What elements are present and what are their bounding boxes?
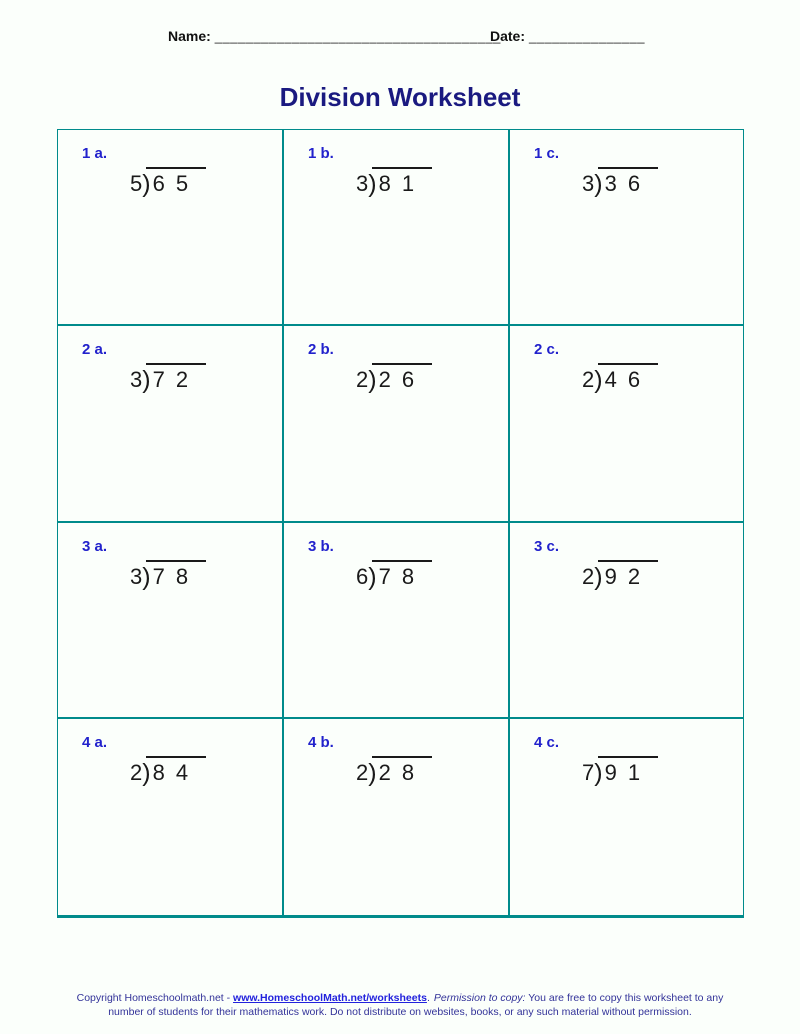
divisor: 3 xyxy=(130,367,143,393)
problem-label: 2 c. xyxy=(534,341,560,359)
division-bracket-icon: ) xyxy=(594,758,603,787)
problem-cell-3b: 3 b. 6)7 8 xyxy=(284,522,510,719)
problem-cell-1b: 1 b. 3)8 1 xyxy=(284,130,510,327)
date-blank-line: _______________ xyxy=(529,29,645,44)
dividend: 2 8 xyxy=(371,755,433,785)
problem-label: 4 a. xyxy=(82,733,108,751)
division-problem: 2)8 4 xyxy=(130,755,282,788)
dividend: 7 2 xyxy=(145,363,207,393)
problem-cell-1c: 1 c. 3)3 6 xyxy=(510,130,743,327)
divisor: 2 xyxy=(130,759,143,785)
division-problem: 2)9 2 xyxy=(582,559,743,592)
problem-label: 1 a. xyxy=(82,145,108,162)
permission-to-copy-label: Permission to copy: xyxy=(433,992,526,1004)
division-problem: 3)7 8 xyxy=(130,559,282,592)
divisor: 7 xyxy=(582,759,595,785)
name-field-group: Name: ___________________________________… xyxy=(168,28,501,44)
divisor: 5 xyxy=(130,171,143,196)
division-problem: 2)4 6 xyxy=(582,363,743,395)
problem-label: 4 b. xyxy=(308,733,334,751)
division-bracket-icon: ) xyxy=(142,758,151,787)
footer-line1-rest: You are free to copy this worksheet to a… xyxy=(525,992,724,1004)
division-bracket-icon: ) xyxy=(594,562,603,591)
problem-grid: 1 a. 5)6 5 1 b. 3)8 1 1 c. 3)3 6 2 a. 3)… xyxy=(57,129,744,918)
dividend: 7 8 xyxy=(145,559,207,589)
dividend: 9 2 xyxy=(597,559,659,589)
division-bracket-icon: ) xyxy=(594,170,603,198)
problem-cell-2b: 2 b. 2)2 6 xyxy=(284,326,510,523)
after-link-text: . xyxy=(426,992,430,1004)
dividend: 8 4 xyxy=(145,755,207,785)
page-title: Division Worksheet xyxy=(279,82,521,112)
division-bracket-icon: ) xyxy=(368,170,377,198)
division-bracket-icon: ) xyxy=(142,170,151,198)
division-bracket-icon: ) xyxy=(594,366,603,395)
divisor: 3 xyxy=(130,563,143,589)
problem-cell-1a: 1 a. 5)6 5 xyxy=(58,130,284,327)
dividend: 4 6 xyxy=(597,363,659,393)
footer-line-2: number of students for their mathematics… xyxy=(108,1006,692,1018)
division-bracket-icon: ) xyxy=(368,562,377,591)
date-field-group: Date: _______________ xyxy=(490,28,645,44)
division-problem: 5)6 5 xyxy=(130,167,282,199)
dividend: 7 8 xyxy=(371,559,433,589)
divisor: 2 xyxy=(356,367,369,393)
problem-cell-2a: 2 a. 3)7 2 xyxy=(58,326,284,523)
problem-cell-4b: 4 b. 2)2 8 xyxy=(284,718,510,915)
divisor: 2 xyxy=(582,367,595,393)
problem-cell-3c: 3 c. 2)9 2 xyxy=(510,523,743,719)
problem-label: 1 b. xyxy=(308,145,334,162)
division-problem: 2)2 8 xyxy=(356,755,508,788)
division-bracket-icon: ) xyxy=(368,366,377,395)
divisor: 2 xyxy=(582,563,595,589)
problem-label: 3 c. xyxy=(534,537,560,555)
name-label: Name: xyxy=(168,28,211,44)
worksheets-link[interactable]: www.HomeschoolMath.net/worksheets xyxy=(233,992,427,1004)
date-label: Date: xyxy=(490,28,526,44)
problem-label: 2 b. xyxy=(308,341,334,359)
divisor: 2 xyxy=(356,759,369,785)
problem-label: 3 b. xyxy=(308,537,334,555)
problem-label: 1 c. xyxy=(534,145,560,162)
dividend: 9 1 xyxy=(597,755,659,785)
problem-label: 3 a. xyxy=(82,537,108,555)
name-blank-line: _____________________________________ xyxy=(214,29,501,44)
dividend: 6 5 xyxy=(145,167,207,196)
division-problem: 2)2 6 xyxy=(356,363,508,395)
problem-cell-4c: 4 c. 7)9 1 xyxy=(510,719,743,915)
copyright-footer: Copyright Homeschoolmath.net - www.Homes… xyxy=(0,991,800,1019)
problem-cell-3a: 3 a. 3)7 8 xyxy=(58,522,284,719)
dividend: 8 1 xyxy=(371,167,433,196)
division-problem: 3)3 6 xyxy=(582,167,743,199)
problem-label: 2 a. xyxy=(82,341,108,359)
problem-cell-4a: 4 a. 2)8 4 xyxy=(58,718,284,915)
divisor: 6 xyxy=(356,563,369,589)
division-problem: 6)7 8 xyxy=(356,559,508,592)
division-bracket-icon: ) xyxy=(142,562,151,591)
division-problem: 7)9 1 xyxy=(582,755,743,788)
problem-cell-2c: 2 c. 2)4 6 xyxy=(510,326,743,523)
problem-label: 4 c. xyxy=(534,733,560,751)
division-problem: 3)8 1 xyxy=(356,167,508,199)
footer-line-1: Copyright Homeschoolmath.net - www.Homes… xyxy=(0,991,800,1005)
division-bracket-icon: ) xyxy=(142,366,151,395)
copyright-text: Copyright Homeschoolmath.net - xyxy=(76,992,234,1004)
divisor: 3 xyxy=(582,171,595,196)
dividend: 3 6 xyxy=(597,167,659,196)
dividend: 2 6 xyxy=(371,363,433,393)
division-bracket-icon: ) xyxy=(368,758,377,787)
division-problem: 3)7 2 xyxy=(130,363,282,395)
divisor: 3 xyxy=(356,171,369,196)
